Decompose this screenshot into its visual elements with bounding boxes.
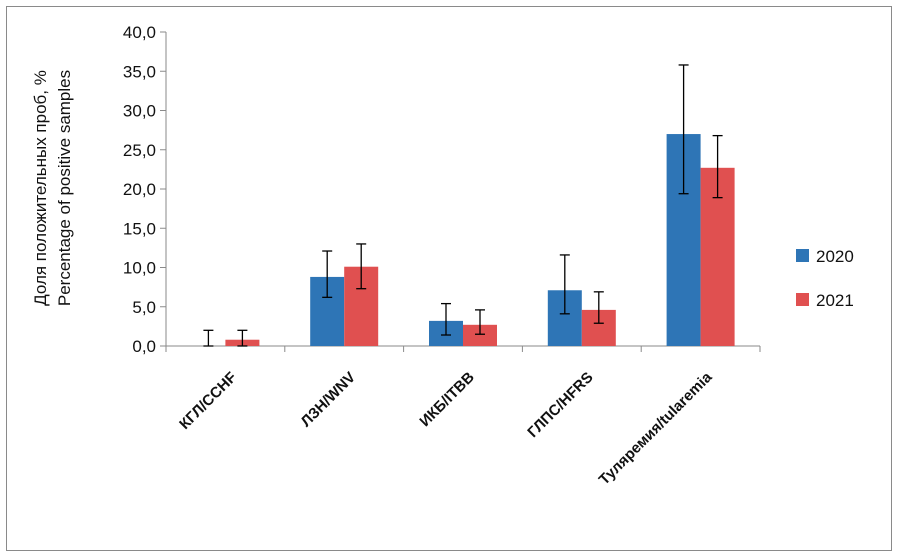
y-tick-label: 25,0 <box>123 141 156 160</box>
legend: 2020 2021 <box>796 247 854 310</box>
x-category-label: ИКБ/ITBB <box>416 369 478 431</box>
legend-swatch <box>796 293 809 306</box>
x-category-label: ГЛПС/HFRS <box>524 369 596 441</box>
legend-label: 2020 <box>816 247 854 266</box>
y-tick-label: 30,0 <box>123 102 156 121</box>
legend-swatch <box>796 249 809 262</box>
bar-2021 <box>463 324 497 346</box>
y-tick-label: 5,0 <box>132 298 156 317</box>
y-tick-label: 35,0 <box>123 62 156 81</box>
y-tick-label: 15,0 <box>123 219 156 238</box>
x-category-label: КГЛ/CCHF <box>176 369 240 433</box>
y-axis-label-line2: Percentage of positive samples <box>55 70 74 306</box>
y-tick-label: 10,0 <box>123 259 156 278</box>
chart-frame <box>6 6 892 551</box>
y-tick-label: 0,0 <box>132 337 156 356</box>
axes: 0,0 5,0 10,0 15,0 20,0 25,0 30,0 35,0 40,0 КГЛ/CC… <box>123 23 761 488</box>
y-tick-label: 40,0 <box>123 23 156 42</box>
x-category-label: Туляремия/tularemia <box>596 368 716 488</box>
error-bars <box>203 64 723 347</box>
x-category-label: ЛЗН/WNV <box>298 369 359 430</box>
bars <box>225 134 735 346</box>
y-axis-label-line1: Доля положительных проб, % <box>31 70 50 306</box>
y-tick-label: 20,0 <box>123 180 156 199</box>
legend-label: 2021 <box>816 291 854 310</box>
